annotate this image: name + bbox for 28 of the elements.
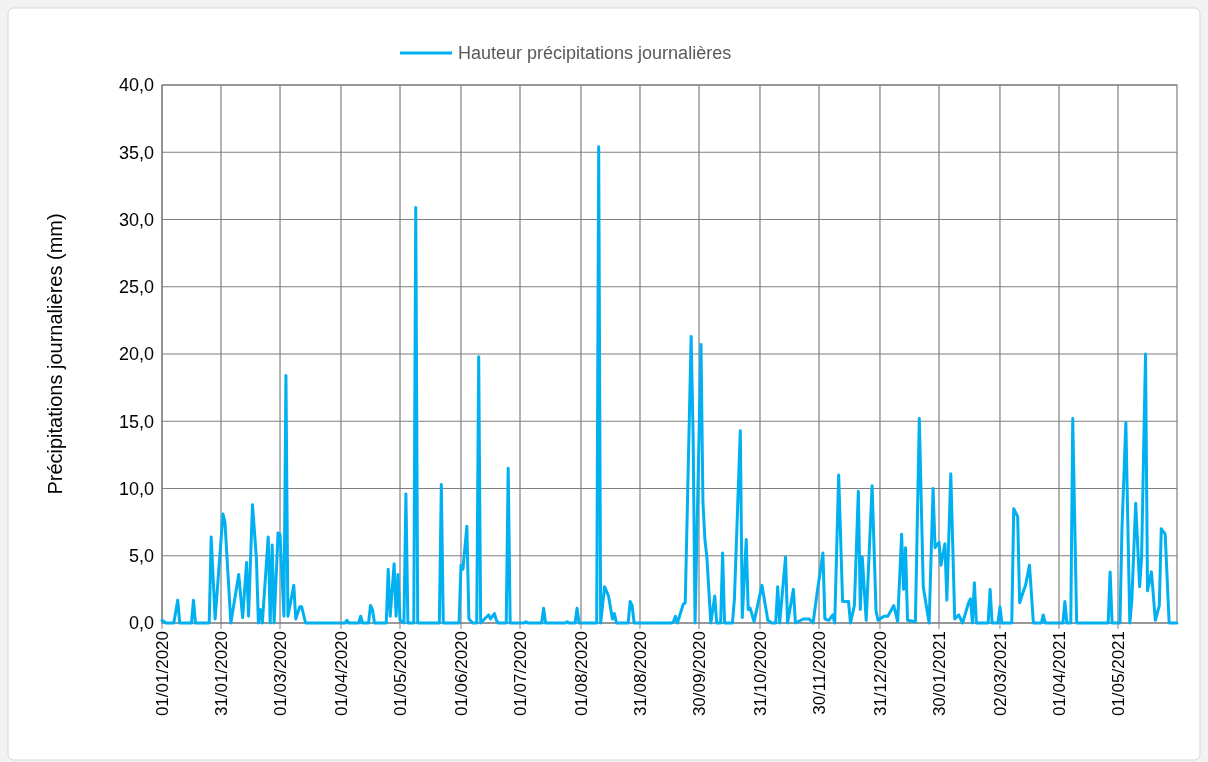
legend-label: Hauteur précipitations journalières: [458, 43, 732, 64]
x-tick-label: 01/01/2020: [153, 631, 172, 717]
x-tick-label: 31/01/2020: [212, 631, 232, 717]
y-tick-label: 5,0: [128, 546, 154, 567]
y-tick-label: 25,0: [118, 277, 154, 298]
x-tick-label: 31/08/2020: [630, 631, 650, 717]
x-tick-label: 31/12/2020: [870, 631, 890, 717]
x-tick-label: 30/09/2020: [690, 631, 710, 717]
y-tick-label: 20,0: [118, 344, 154, 365]
y-axis-title: Précipitations journalières (mm): [44, 213, 66, 495]
x-tick-label: 01/08/2020: [571, 631, 591, 717]
y-tick-label: 10,0: [118, 478, 154, 499]
x-tick-label: 01/04/2020: [332, 631, 351, 717]
x-tick-label: 01/05/2021: [1108, 631, 1128, 717]
y-tick-label: 15,0: [118, 411, 154, 432]
y-tick-label: 0,0: [128, 613, 154, 634]
x-tick-label: 01/06/2020: [451, 631, 471, 717]
x-tick-label: 01/04/2021: [1049, 631, 1069, 717]
x-tick-label: 02/03/2021: [990, 631, 1010, 717]
x-tick-label: 01/03/2020: [271, 631, 291, 717]
x-tick-label: 30/11/2020: [810, 631, 829, 715]
x-tick-label: 01/07/2020: [511, 631, 530, 717]
y-tick-label: 35,0: [118, 142, 154, 163]
x-tick-label: 30/01/2021: [929, 631, 949, 717]
x-tick-label: 31/10/2020: [750, 631, 770, 717]
y-tick-label: 40,0: [118, 75, 154, 96]
y-tick-label: 30,0: [118, 209, 154, 230]
x-tick-label: 01/05/2020: [391, 631, 411, 717]
